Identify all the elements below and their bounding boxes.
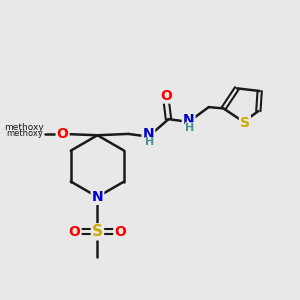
Text: N: N <box>92 190 103 204</box>
Text: methoxy: methoxy <box>6 129 43 138</box>
Text: O: O <box>69 225 81 239</box>
Text: O: O <box>160 88 172 103</box>
Text: N: N <box>142 128 154 141</box>
Text: H: H <box>185 123 195 133</box>
Text: S: S <box>240 116 250 130</box>
Text: N: N <box>183 113 194 127</box>
Text: S: S <box>92 224 103 239</box>
Text: H: H <box>145 137 154 148</box>
Text: methoxy: methoxy <box>4 123 44 132</box>
Text: O: O <box>57 127 68 141</box>
Text: O: O <box>114 225 126 239</box>
